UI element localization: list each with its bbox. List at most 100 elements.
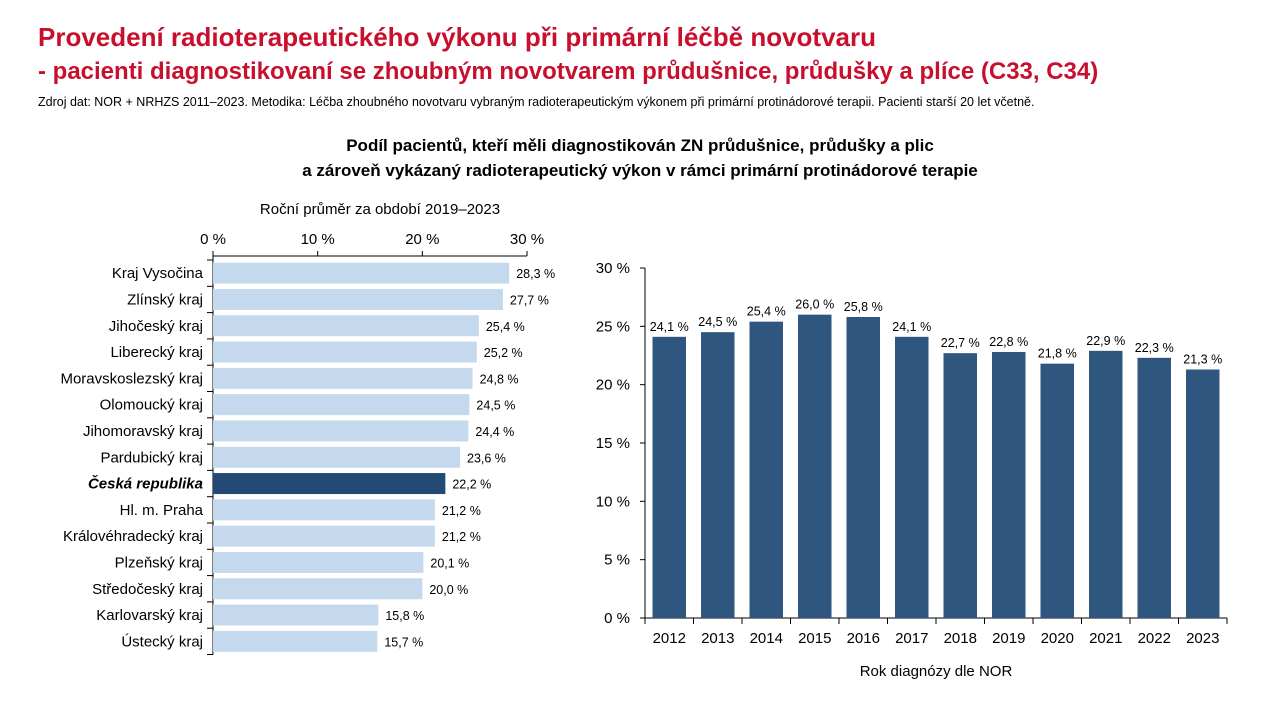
x-tick-label: 30 % — [510, 231, 544, 248]
year-bar — [1040, 363, 1074, 618]
region-label: Hl. m. Praha — [120, 502, 204, 519]
y-tick-label: 10 % — [596, 493, 630, 510]
year-value-label: 25,4 % — [747, 305, 786, 319]
year-value-label: 24,1 % — [892, 320, 931, 334]
region-value-label: 24,4 % — [475, 425, 514, 439]
year-tick-label: 2012 — [653, 630, 686, 647]
region-bar — [213, 630, 378, 652]
year-tick-label: 2018 — [944, 630, 977, 647]
region-bar — [213, 288, 503, 310]
region-value-label: 20,1 % — [430, 556, 469, 570]
region-value-label: 21,2 % — [442, 504, 481, 518]
y-tick-label: 20 % — [596, 377, 630, 394]
page-title: Provedení radioterapeutického výkonu při… — [38, 22, 877, 52]
year-value-label: 24,1 % — [650, 320, 689, 334]
year-tick-label: 2014 — [750, 630, 783, 647]
region-label: Pardubický kraj — [100, 449, 203, 466]
chart-heading-line-1: Podíl pacientů, kteří měli diagnostiková… — [346, 136, 934, 155]
year-bar — [1186, 369, 1220, 618]
x-tick-label: 0 % — [200, 231, 226, 248]
region-label: Jihomoravský kraj — [83, 423, 203, 440]
region-bar — [213, 367, 473, 389]
region-label: Liberecký kraj — [110, 344, 203, 361]
year-bar — [992, 352, 1026, 618]
year-bar — [652, 336, 686, 618]
chart-heading-line-2: a zároveň vykázaný radioterapeutický výk… — [302, 161, 978, 180]
region-bar — [213, 262, 510, 284]
region-label: Zlínský kraj — [127, 291, 203, 308]
region-bar — [213, 420, 469, 442]
y-tick-label: 0 % — [604, 610, 630, 627]
region-label: Moravskoslezský kraj — [60, 370, 203, 387]
year-tick-label: 2023 — [1186, 630, 1219, 647]
region-value-label: 20,0 % — [429, 583, 468, 597]
region-label: Plzeňský kraj — [115, 554, 203, 571]
y-tick-label: 30 % — [596, 260, 630, 277]
region-value-label: 15,7 % — [384, 635, 423, 649]
year-value-label: 22,3 % — [1135, 341, 1174, 355]
year-tick-label: 2013 — [701, 630, 734, 647]
region-bar — [213, 525, 435, 547]
year-value-label: 22,9 % — [1086, 334, 1125, 348]
region-value-label: 27,7 % — [510, 293, 549, 307]
region-label: Kraj Vysočina — [112, 265, 204, 282]
year-value-label: 26,0 % — [795, 298, 834, 312]
year-value-label: 21,8 % — [1038, 347, 1077, 361]
regional-chart-title: Roční průměr za období 2019–2023 — [260, 201, 500, 218]
region-value-label: 15,8 % — [385, 609, 424, 623]
x-tick-label: 10 % — [301, 231, 335, 248]
year-bar — [1137, 357, 1171, 618]
year-tick-label: 2016 — [847, 630, 880, 647]
region-bar — [213, 604, 379, 626]
year-bar — [1089, 350, 1123, 618]
y-tick-label: 25 % — [596, 318, 630, 335]
region-bar — [213, 473, 446, 495]
region-label: Středočeský kraj — [92, 581, 203, 598]
region-label: Olomoucký kraj — [100, 397, 203, 414]
year-bar — [701, 332, 735, 618]
page-subtitle: - pacienti diagnostikovaní se zhoubným n… — [38, 58, 1099, 85]
region-label: Jihočeský kraj — [109, 318, 203, 335]
region-value-label: 25,4 % — [486, 320, 525, 334]
region-value-label: 28,3 % — [516, 267, 555, 281]
region-value-label: 23,6 % — [467, 451, 506, 465]
year-value-label: 22,8 % — [989, 335, 1028, 349]
region-value-label: 24,8 % — [480, 372, 519, 386]
region-value-label: 22,2 % — [452, 478, 491, 492]
region-label: Ústecký kraj — [121, 633, 203, 650]
year-tick-label: 2020 — [1041, 630, 1074, 647]
year-bar — [846, 317, 880, 618]
year-bar — [943, 353, 977, 618]
year-bar — [749, 321, 783, 618]
year-value-label: 22,7 % — [941, 336, 980, 350]
year-value-label: 25,8 % — [844, 300, 883, 314]
region-bar — [213, 341, 477, 363]
region-value-label: 24,5 % — [476, 399, 515, 413]
year-tick-label: 2021 — [1089, 630, 1122, 647]
year-bar — [895, 336, 929, 618]
year-tick-label: 2019 — [992, 630, 1025, 647]
region-bar — [213, 394, 470, 416]
region-value-label: 21,2 % — [442, 530, 481, 544]
region-bar — [213, 315, 479, 337]
year-bar — [798, 314, 832, 618]
y-tick-label: 5 % — [604, 552, 630, 569]
year-value-label: 21,3 % — [1183, 353, 1222, 367]
year-tick-label: 2022 — [1138, 630, 1171, 647]
region-bar — [213, 446, 461, 468]
x-tick-label: 20 % — [405, 231, 439, 248]
data-source-note: Zdroj dat: NOR + NRHZS 2011–2023. Metodi… — [38, 95, 1035, 109]
region-label: Královéhradecký kraj — [63, 528, 203, 545]
year-tick-label: 2017 — [895, 630, 928, 647]
year-tick-label: 2015 — [798, 630, 831, 647]
region-label: Karlovarský kraj — [96, 607, 203, 624]
region-bar — [213, 499, 435, 521]
region-value-label: 25,2 % — [484, 346, 523, 360]
region-label: Česká republika — [88, 475, 203, 493]
y-tick-label: 15 % — [596, 435, 630, 452]
chart-heading: Podíl pacientů, kteří měli diagnostiková… — [0, 133, 1280, 183]
year-value-label: 24,5 % — [698, 315, 737, 329]
region-bar — [213, 578, 423, 600]
